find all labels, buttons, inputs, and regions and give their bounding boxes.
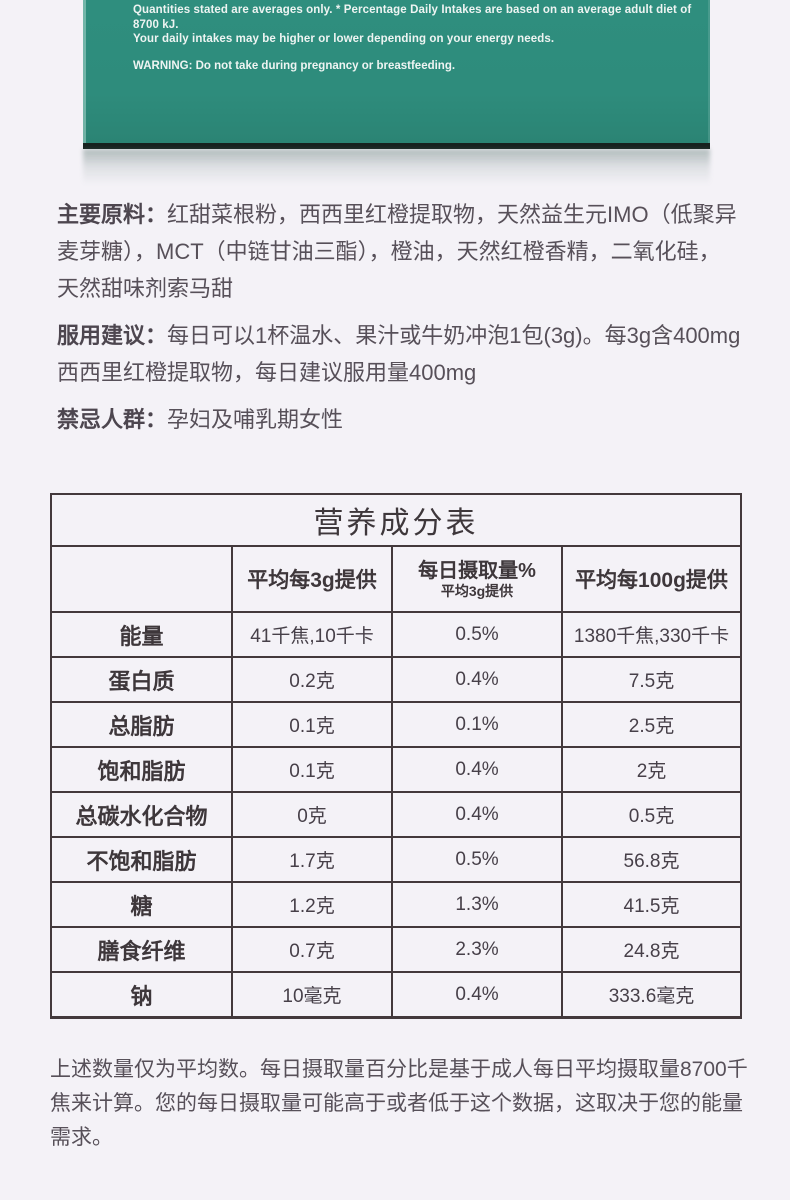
value-per-100g: 0.5克 bbox=[561, 791, 742, 838]
value-daily-percent: 0.5% bbox=[391, 611, 563, 658]
value-per-3g: 0.1克 bbox=[231, 746, 393, 793]
box-reflection bbox=[83, 149, 710, 185]
contraindication-text: 孕妇及哺乳期女性 bbox=[167, 407, 344, 432]
value-per-100g: 56.8克 bbox=[561, 836, 742, 883]
value-per-3g: 1.7克 bbox=[231, 836, 393, 883]
nutrient-label: 能量 bbox=[50, 611, 233, 658]
value-daily-percent: 1.3% bbox=[391, 881, 563, 928]
value-daily-percent: 0.4% bbox=[391, 656, 563, 703]
table-title-row: 营养成分表 bbox=[50, 493, 742, 547]
nutrient-label: 膳食纤维 bbox=[50, 926, 233, 973]
nutrient-label: 糖 bbox=[50, 881, 233, 928]
table-row-total-fat: 总脂肪 0.1克 0.1% 2.5克 bbox=[50, 701, 742, 748]
table-footnote: 上述数量仅为平均数。每日摄取量百分比是基于成人每日平均摄取量8700千焦来计算。… bbox=[50, 1058, 748, 1149]
nutrient-label: 钠 bbox=[50, 971, 233, 1019]
value-daily-percent: 2.3% bbox=[391, 926, 563, 973]
nutrient-label: 总脂肪 bbox=[50, 701, 233, 748]
header-daily-intake-sub: 平均3g提供 bbox=[440, 582, 514, 599]
table-row-unsaturated-fat: 不饱和脂肪 1.7克 0.5% 56.8克 bbox=[50, 836, 742, 883]
warning-label: WARNING: bbox=[133, 59, 193, 72]
value-daily-percent: 0.4% bbox=[391, 971, 563, 1019]
value-per-100g: 24.8克 bbox=[561, 926, 742, 973]
ingredients-text: 红甜菜根粉，西西里红橙提取物，天然益生元IMO（低聚异麦芽糖），MCT（中链甘油… bbox=[57, 202, 737, 301]
nutrient-label: 蛋白质 bbox=[50, 656, 233, 703]
value-per-3g: 0克 bbox=[231, 791, 393, 838]
value-per-3g: 1.2克 bbox=[231, 881, 393, 928]
product-info-section: 主要原料：红甜菜根粉，西西里红橙提取物，天然益生元IMO（低聚异麦芽糖），MCT… bbox=[57, 196, 741, 448]
value-per-3g: 0.2克 bbox=[231, 656, 393, 703]
table-row-energy: 能量 41千焦,10千卡 0.5% 1380千焦,330千卡 bbox=[50, 611, 742, 658]
value-per-3g: 10毫克 bbox=[231, 971, 393, 1019]
product-box-photo: Quantities stated are averages only. * P… bbox=[83, 0, 710, 149]
contraindication-label: 禁忌人群： bbox=[57, 407, 168, 432]
header-per-100g: 平均每100g提供 bbox=[561, 545, 742, 613]
table-row-sodium: 钠 10毫克 0.4% 333.6毫克 bbox=[50, 971, 742, 1019]
nutrient-label: 不饱和脂肪 bbox=[50, 836, 233, 883]
value-daily-percent: 0.5% bbox=[391, 836, 563, 883]
value-per-100g: 2克 bbox=[561, 746, 742, 793]
box-bottom-edge bbox=[83, 143, 710, 149]
value-per-100g: 41.5克 bbox=[561, 881, 742, 928]
value-daily-percent: 0.4% bbox=[391, 746, 563, 793]
header-daily-intake-main: 每日摄取量% bbox=[418, 559, 536, 582]
table-header-row: 平均每3g提供 每日摄取量% 平均3g提供 平均每100g提供 bbox=[50, 545, 742, 613]
usage-text: 每日可以1杯温水、果汁或牛奶冲泡1包(3g)。每3g含400mg西西里红橙提取物… bbox=[57, 323, 741, 385]
contraindication-paragraph: 禁忌人群：孕妇及哺乳期女性 bbox=[57, 401, 741, 438]
value-per-3g: 0.1克 bbox=[231, 701, 393, 748]
value-daily-percent: 0.1% bbox=[391, 701, 563, 748]
box-note-line1: Quantities stated are averages only. * P… bbox=[133, 4, 692, 31]
value-per-3g: 0.7克 bbox=[231, 926, 393, 973]
ingredients-label: 主要原料： bbox=[57, 202, 168, 227]
value-per-100g: 7.5克 bbox=[561, 656, 742, 703]
usage-paragraph: 服用建议：每日可以1杯温水、果汁或牛奶冲泡1包(3g)。每3g含400mg西西里… bbox=[57, 317, 741, 391]
value-per-3g: 41千焦,10千卡 bbox=[231, 611, 393, 658]
value-daily-percent: 0.4% bbox=[391, 791, 563, 838]
product-box-face: Quantities stated are averages only. * P… bbox=[83, 0, 710, 143]
nutrient-label: 饱和脂肪 bbox=[50, 746, 233, 793]
nutrient-label: 总碳水化合物 bbox=[50, 791, 233, 838]
box-note-line2: Your daily intakes may be higher or lowe… bbox=[133, 33, 555, 45]
table-row-total-carbs: 总碳水化合物 0克 0.4% 0.5克 bbox=[50, 791, 742, 838]
box-warning-line: WARNING: Do not take during pregnancy or… bbox=[133, 59, 694, 74]
nutrition-table: 营养成分表 平均每3g提供 每日摄取量% 平均3g提供 平均每100g提供 能量… bbox=[50, 493, 742, 1019]
table-row-saturated-fat: 饱和脂肪 0.1克 0.4% 2克 bbox=[50, 746, 742, 793]
usage-label: 服用建议： bbox=[57, 323, 168, 348]
value-per-100g: 2.5克 bbox=[561, 701, 742, 748]
header-empty-cell bbox=[50, 545, 233, 613]
table-row-protein: 蛋白质 0.2克 0.4% 7.5克 bbox=[50, 656, 742, 703]
table-title: 营养成分表 bbox=[50, 493, 742, 547]
value-per-100g: 333.6毫克 bbox=[561, 971, 742, 1019]
warning-text: Do not take during pregnancy or breastfe… bbox=[195, 59, 456, 72]
header-per-3g: 平均每3g提供 bbox=[231, 545, 393, 613]
table-row-sugar: 糖 1.2克 1.3% 41.5克 bbox=[50, 881, 742, 928]
header-daily-intake: 每日摄取量% 平均3g提供 bbox=[391, 545, 563, 613]
value-per-100g: 1380千焦,330千卡 bbox=[561, 611, 742, 658]
ingredients-paragraph: 主要原料：红甜菜根粉，西西里红橙提取物，天然益生元IMO（低聚异麦芽糖），MCT… bbox=[57, 196, 741, 307]
table-row-dietary-fiber: 膳食纤维 0.7克 2.3% 24.8克 bbox=[50, 926, 742, 973]
